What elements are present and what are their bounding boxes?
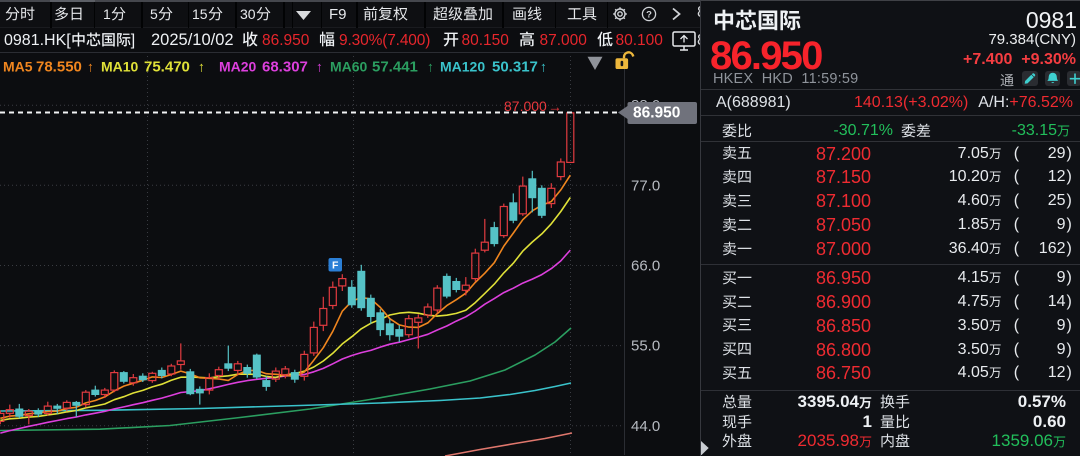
svg-text:MA20: MA20	[219, 59, 257, 75]
svg-text:87.000→: 87.000→	[504, 98, 562, 115]
svg-text:57.441: 57.441	[372, 59, 418, 76]
svg-text:77.0: 77.0	[631, 177, 660, 194]
svg-text:MA120: MA120	[440, 59, 485, 75]
svg-text:86.950: 86.950	[633, 105, 680, 122]
svg-text:78.550: 78.550	[36, 59, 82, 76]
svg-text:75.470: 75.470	[144, 59, 190, 76]
svg-text:F: F	[332, 260, 339, 272]
svg-text:66.0: 66.0	[631, 258, 660, 275]
svg-text:↑: ↑	[427, 59, 434, 75]
svg-text:MA60: MA60	[330, 59, 368, 75]
svg-text:55.0: 55.0	[631, 338, 660, 355]
svg-text:44.0: 44.0	[631, 418, 660, 435]
svg-text:↑: ↑	[198, 59, 205, 75]
svg-text:50.317: 50.317	[492, 59, 538, 76]
svg-text:↑: ↑	[87, 59, 94, 75]
svg-text:?: ?	[646, 9, 652, 20]
svg-text:MA5: MA5	[3, 59, 33, 75]
svg-text:↑: ↑	[540, 59, 547, 75]
svg-text:↑: ↑	[316, 59, 323, 75]
svg-text:MA10: MA10	[101, 59, 139, 75]
svg-text:68.307: 68.307	[262, 59, 308, 76]
